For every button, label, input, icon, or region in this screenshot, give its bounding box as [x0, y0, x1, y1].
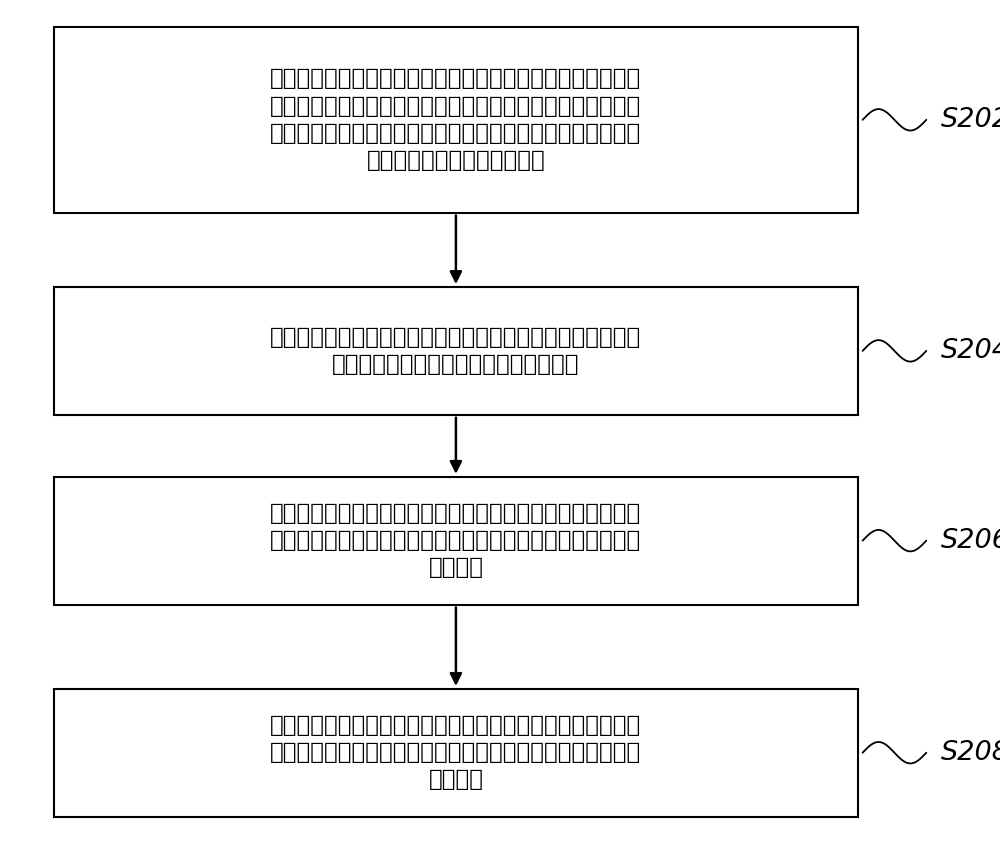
Text: 对所述第一栅格地图和所述第二栅格地图进行匹配，以从所述: 对所述第一栅格地图和所述第二栅格地图进行匹配，以从所述	[270, 502, 642, 525]
Text: 的行进区域所对应的整体环境地图，其中，所述整体环境地图: 的行进区域所对应的整体环境地图，其中，所述整体环境地图	[270, 94, 642, 118]
Text: S208: S208	[941, 740, 1000, 765]
Text: 第一位姿: 第一位姿	[428, 557, 483, 579]
Text: 动机器人所在的当前位置对应的预设区域: 动机器人所在的当前位置对应的预设区域	[332, 353, 580, 376]
Text: 位姿中通过位置验证的目标位姿作为所述移动机器人定位修正: 位姿中通过位置验证的目标位姿作为所述移动机器人定位修正	[270, 741, 642, 765]
Bar	[54, 287, 858, 415]
Text: 后的位姿: 后的位姿	[428, 769, 483, 791]
Bar	[54, 27, 858, 213]
Text: 对所述一个或多个第一位姿进行位置验证，将所述一个或多个: 对所述一个或多个第一位姿进行位置验证，将所述一个或多个	[270, 714, 642, 737]
Text: 不同位姿中确定所述移动机器人在所述当前区域的一个或多个: 不同位姿中确定所述移动机器人在所述当前区域的一个或多个	[270, 529, 642, 552]
Text: 不同像素点所对应的不同位姿: 不同像素点所对应的不同位姿	[367, 149, 545, 172]
Bar	[54, 477, 858, 605]
Text: 获取第二栅格地图，其中，所述第二栅格地图用于指示所述移: 获取第二栅格地图，其中，所述第二栅格地图用于指示所述移	[270, 326, 642, 349]
Text: S202: S202	[941, 107, 1000, 133]
Text: S204: S204	[941, 338, 1000, 364]
Text: 包括：第一栅格地图，所述移动机器人在所述第一栅格地图的: 包括：第一栅格地图，所述移动机器人在所述第一栅格地图的	[270, 122, 642, 145]
Text: 在检测到移动机器人处于预设状态的情况下，获取移动机器人: 在检测到移动机器人处于预设状态的情况下，获取移动机器人	[270, 67, 642, 90]
Text: S206: S206	[941, 528, 1000, 554]
Bar	[54, 689, 858, 817]
